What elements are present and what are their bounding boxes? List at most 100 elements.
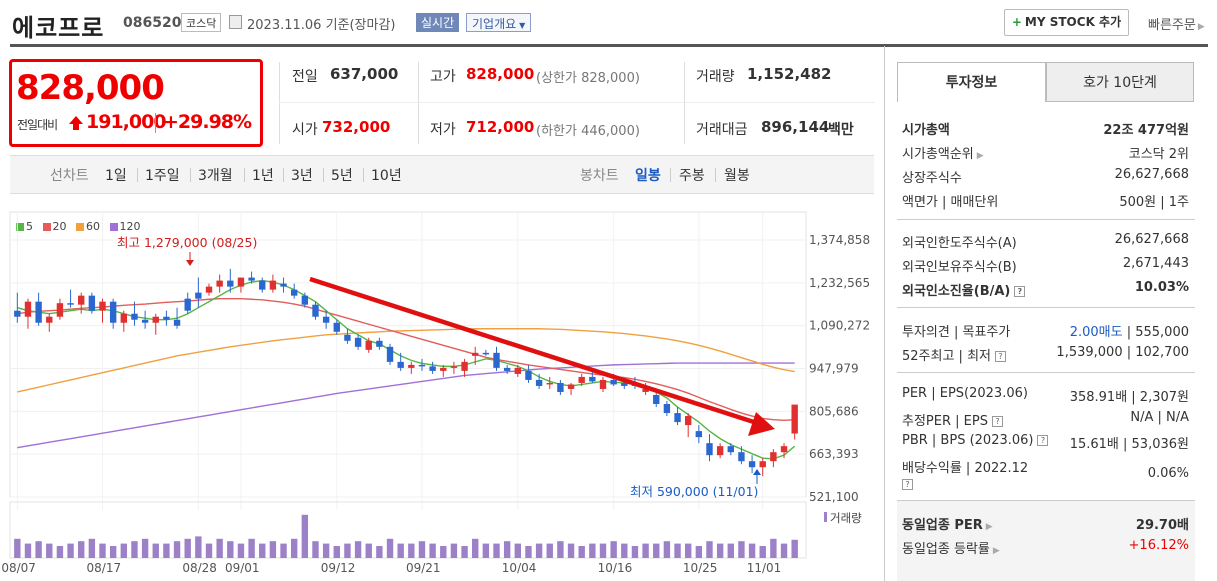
tab-1week[interactable]: 1주일 <box>145 168 180 184</box>
candle-body <box>440 367 447 371</box>
tab-10year[interactable]: 10년 <box>371 168 402 184</box>
volume-label: 거래량 <box>696 69 735 85</box>
calendar-icon <box>229 15 242 29</box>
est-per-label: 추정PER | EPS? <box>902 410 1003 429</box>
volume-bar <box>227 541 234 558</box>
tab-investment-info[interactable]: 투자정보 <box>897 62 1046 102</box>
candle-body <box>152 316 159 323</box>
line-chart-label: 선차트 <box>50 168 89 184</box>
market-cap-rank[interactable]: 시가총액순위 ▶ <box>902 147 984 162</box>
tab-separator <box>363 168 364 182</box>
volume-bar <box>131 541 138 558</box>
candle-body <box>78 295 85 305</box>
volume-bar <box>599 543 607 558</box>
volume-bar <box>99 543 106 558</box>
volume-bar <box>610 541 617 558</box>
volume-bar <box>333 546 340 558</box>
help-icon[interactable]: ? <box>995 351 1006 362</box>
volume-bar <box>684 543 692 558</box>
candle-body <box>322 316 330 323</box>
candle-body <box>514 367 522 374</box>
tab-separator <box>670 168 671 182</box>
volume-bar <box>35 541 42 558</box>
candle-body <box>546 382 553 385</box>
candle-body <box>88 295 96 311</box>
volume-bar <box>88 538 96 558</box>
volume-bar <box>397 543 404 558</box>
tab-daily[interactable]: 일봉 <box>635 168 661 184</box>
tab-monthly[interactable]: 월봉 <box>724 168 750 184</box>
help-icon[interactable]: ? <box>902 479 913 490</box>
volume-bar <box>376 546 383 558</box>
candle-body <box>503 367 511 371</box>
volume-bar <box>173 541 181 558</box>
help-icon[interactable]: ? <box>1014 286 1026 297</box>
low-value: 712,000 <box>466 118 535 136</box>
industry-change-value: +16.12% <box>1128 538 1189 553</box>
current-price: 828,000 <box>16 68 165 108</box>
tab-1year[interactable]: 1년 <box>252 168 274 184</box>
candle-body <box>472 352 479 356</box>
candle-body <box>269 280 277 290</box>
industry-per-label[interactable]: 동일업종 PER ▶ <box>902 518 993 533</box>
candle-body <box>493 352 500 368</box>
amount-label: 거래대금 <box>696 122 748 138</box>
candle-body <box>567 384 575 389</box>
quick-order-link[interactable]: 빠른주문 ▶ <box>1148 14 1205 33</box>
high-annotation: 최고 1,279,000 (08/25) <box>117 235 257 250</box>
y-tick-label: 1,090,272 <box>809 319 870 333</box>
volume-bar <box>578 546 585 558</box>
tab-order-book[interactable]: 호가 10단계 <box>1046 62 1194 102</box>
live-badge[interactable]: 실시간 <box>416 13 460 32</box>
x-tick-label: 08/28 <box>182 561 217 575</box>
prev-close-label: 전일 <box>292 69 318 85</box>
pbr-bps-label: PBR | BPS (2023.06)? <box>902 433 1049 448</box>
company-info-dropdown[interactable]: 기업개요 ▼ <box>466 13 532 32</box>
price-highlight-box <box>9 59 263 147</box>
industry-per-value: 29.70배 <box>1135 518 1189 533</box>
tab-3month[interactable]: 3개월 <box>198 168 233 184</box>
candle-body <box>35 301 42 323</box>
volume-bar <box>248 538 255 558</box>
volume-bar <box>14 538 21 558</box>
candle-body <box>99 301 106 311</box>
amount-value: 896,144 <box>761 118 830 136</box>
header-divider <box>10 44 1208 47</box>
company-info-label: 기업개요 <box>472 17 517 31</box>
quick-order-label: 빠른주문 <box>1148 18 1196 33</box>
volume-bar <box>663 541 671 558</box>
stock-chart[interactable]: 1,374,858 1,232,565 1,090,272 947,979 805,68… <box>0 200 880 581</box>
volume-bar <box>695 546 703 558</box>
par-value-value: 500원 | 1주 <box>1119 195 1189 210</box>
candle-body <box>461 361 468 371</box>
volume-bar <box>759 546 766 558</box>
tab-weekly[interactable]: 주봉 <box>679 168 705 184</box>
industry-box <box>897 500 1195 581</box>
volume-bar <box>46 543 53 558</box>
prev-close-value: 637,000 <box>330 65 399 83</box>
chevron-down-icon: ▼ <box>519 21 526 30</box>
x-tick-label: 10/25 <box>683 561 718 575</box>
summary-divider <box>418 62 419 144</box>
help-icon[interactable]: ? <box>1037 435 1049 446</box>
prev-compare-label: 전일대비 <box>17 118 58 132</box>
high-value: 828,000 <box>466 65 535 83</box>
x-tick-label: 09/21 <box>406 561 441 575</box>
help-icon[interactable]: ? <box>991 416 1003 427</box>
foreign-held-label: 외국인보유주식수(B) <box>902 260 1017 275</box>
tab-1day[interactable]: 1일 <box>105 168 127 184</box>
y-tick-label: 663,393 <box>809 447 859 461</box>
volume-legend-swatch <box>824 512 827 522</box>
volume-border <box>9 501 807 559</box>
tab-5year[interactable]: 5년 <box>331 168 353 184</box>
add-mystock-button[interactable]: + MY STOCK 추가 <box>1004 9 1129 36</box>
volume-bar <box>141 538 149 558</box>
tab-3year[interactable]: 3년 <box>291 168 313 184</box>
industry-change-label[interactable]: 동일업종 등락률 ▶ <box>902 542 1000 557</box>
candle-body <box>770 452 777 462</box>
candle-body <box>109 301 117 323</box>
candle-body <box>120 313 128 323</box>
price-change: 191,000 <box>86 111 167 133</box>
volume-bar <box>290 538 298 558</box>
opinion-value: 2.00매도 | 555,000 <box>1069 325 1189 340</box>
